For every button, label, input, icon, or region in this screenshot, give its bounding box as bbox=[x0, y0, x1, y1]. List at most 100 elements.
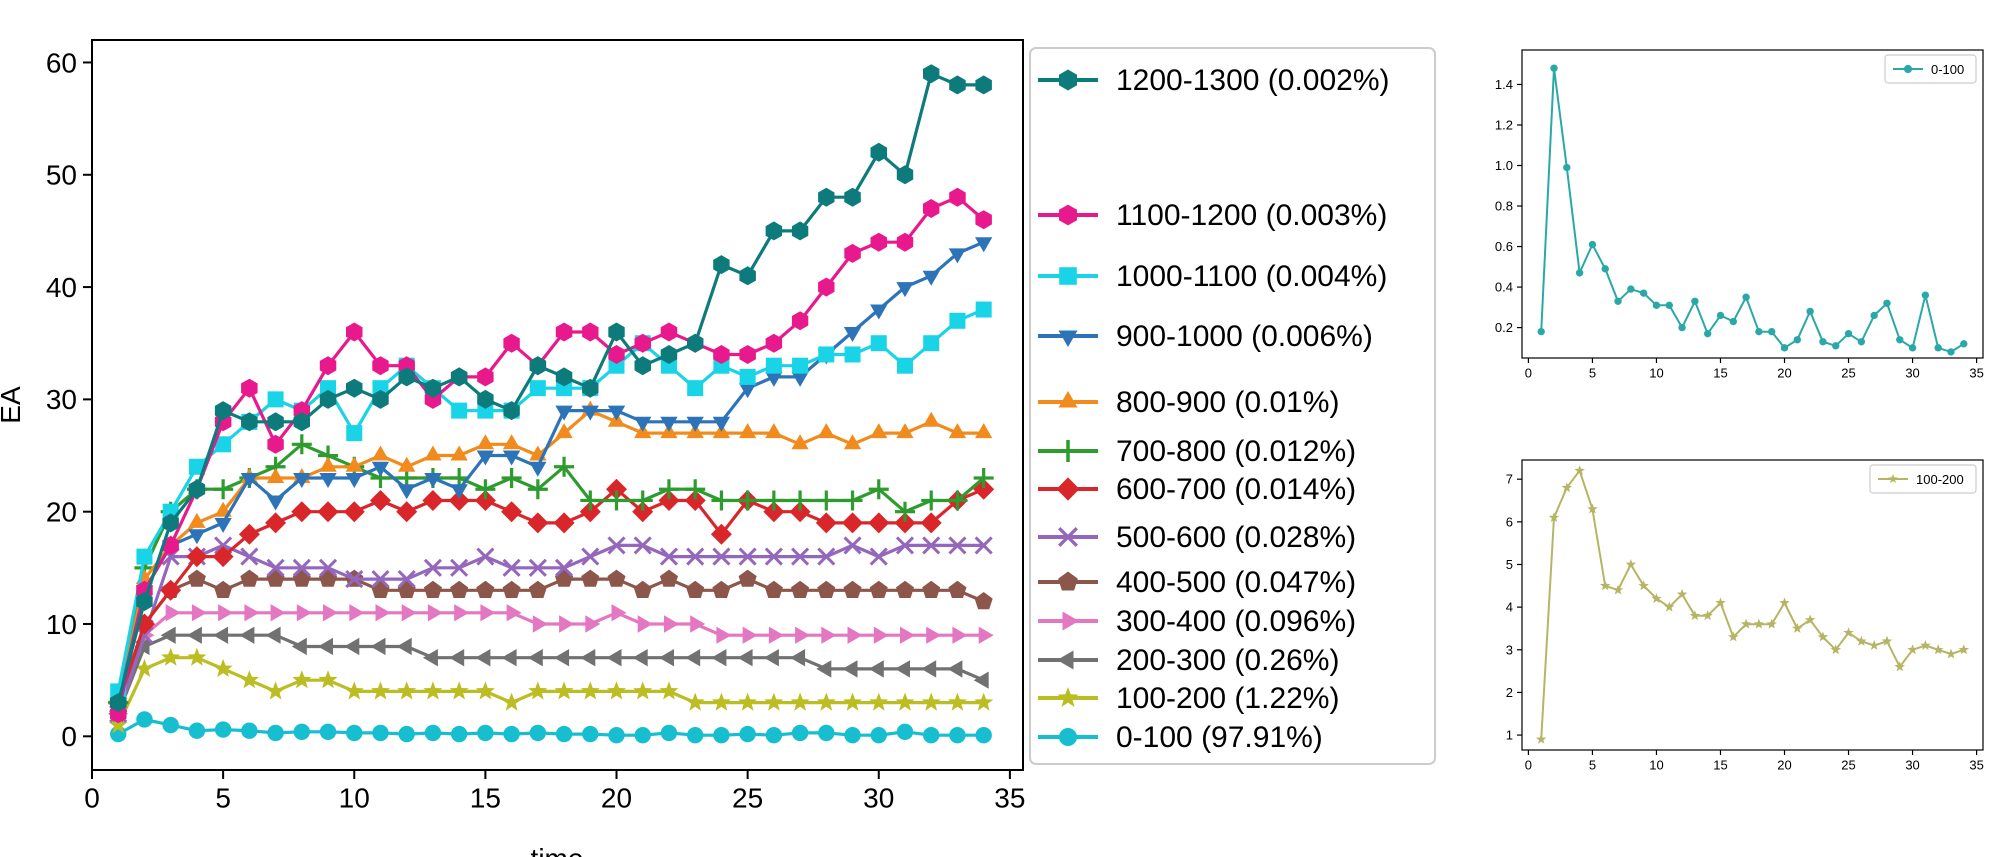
legend-item-500-600-0-028: 500-600 (0.028%) bbox=[1038, 521, 1356, 554]
legend-label: 500-600 (0.028%) bbox=[1116, 521, 1356, 554]
main-data-point bbox=[975, 301, 992, 318]
inset1-x-tick-label: 25 bbox=[1841, 365, 1855, 380]
main-legend: 1200-1300 (0.002%) 1100-1200 (0.003%) 1000… bbox=[1038, 64, 1390, 754]
main-data-point bbox=[477, 724, 494, 742]
main-data-point bbox=[423, 681, 443, 700]
main-data-point bbox=[188, 722, 206, 739]
main-data-point bbox=[241, 722, 258, 739]
main-data-point bbox=[554, 558, 574, 577]
legend-label: 700-800 (0.012%) bbox=[1116, 435, 1356, 468]
main-data-point bbox=[474, 490, 496, 511]
main-data-point bbox=[949, 187, 966, 207]
main-data-point bbox=[475, 479, 496, 500]
main-data-point bbox=[580, 490, 601, 511]
main-y-tick-label: 30 bbox=[46, 384, 77, 415]
main-data-point bbox=[214, 401, 232, 421]
main-data-point bbox=[529, 724, 547, 742]
legend-label: 100-200 (1.22%) bbox=[1116, 682, 1339, 715]
main-data-point bbox=[476, 450, 494, 466]
main-data-point bbox=[765, 726, 783, 744]
main-data-point bbox=[319, 389, 337, 409]
main-data-point bbox=[949, 75, 966, 95]
inset2-series bbox=[1536, 465, 1969, 744]
main-data-point bbox=[480, 604, 496, 622]
main-series-line bbox=[116, 543, 984, 715]
main-data-point bbox=[502, 450, 521, 466]
main-data-point bbox=[608, 726, 625, 744]
main-data-point bbox=[870, 304, 888, 320]
main-x-tick-label: 10 bbox=[339, 782, 370, 813]
main-data-point bbox=[923, 64, 940, 84]
main-data-point bbox=[213, 658, 233, 677]
main-data-point bbox=[973, 468, 994, 488]
main-data-point bbox=[372, 724, 389, 742]
main-y-tick-label: 50 bbox=[46, 160, 77, 191]
inset1-data-point bbox=[1729, 317, 1737, 326]
main-series-line bbox=[116, 577, 985, 715]
main-data-point bbox=[582, 725, 599, 743]
inset1-data-point bbox=[1614, 297, 1622, 305]
main-data-point bbox=[795, 626, 811, 644]
main-data-point bbox=[502, 692, 522, 711]
main-data-point bbox=[160, 626, 176, 644]
main-data-point bbox=[791, 311, 809, 331]
inset1-data-point bbox=[1819, 338, 1827, 346]
main-data-point bbox=[716, 626, 732, 644]
main-data-point bbox=[580, 681, 600, 700]
main-data-point bbox=[710, 523, 732, 545]
main-data-point bbox=[764, 580, 783, 598]
main-data-point bbox=[816, 660, 832, 678]
main-data-point bbox=[632, 649, 648, 667]
main-data-point bbox=[555, 405, 573, 421]
legend-item-0-100-97-91: 0-100 (97.91%) bbox=[1038, 721, 1323, 754]
main-data-point bbox=[238, 523, 260, 545]
inset2-data-point bbox=[1676, 588, 1688, 599]
main-data-point bbox=[555, 423, 573, 439]
main-data-point bbox=[686, 416, 704, 432]
main-data-point bbox=[293, 412, 310, 432]
main-data-point bbox=[791, 434, 809, 450]
main-data-point bbox=[265, 512, 287, 534]
legend-label: 400-500 (0.047%) bbox=[1116, 566, 1356, 599]
main-data-point bbox=[450, 367, 468, 387]
main-data-point bbox=[218, 604, 234, 622]
main-data-point bbox=[870, 726, 887, 744]
main-data-point bbox=[554, 456, 575, 477]
legend-marker bbox=[1057, 650, 1074, 670]
main-data-point bbox=[582, 378, 599, 398]
main-data-point bbox=[923, 335, 940, 352]
main-y-ticks: 0 10 20 30 40 50 60 bbox=[46, 47, 92, 752]
main-data-point bbox=[581, 405, 599, 421]
main-data-point bbox=[291, 434, 312, 455]
main-data-point bbox=[214, 517, 232, 533]
main-data-point bbox=[711, 649, 727, 667]
main-series-line bbox=[116, 611, 984, 715]
main-data-point bbox=[554, 649, 570, 667]
inset1-data-point bbox=[1870, 311, 1878, 320]
inset-legend-marker bbox=[1888, 474, 1898, 483]
main-data-point bbox=[765, 371, 783, 387]
main-data-point bbox=[186, 546, 208, 568]
main-data-point bbox=[949, 726, 966, 744]
main-data-point bbox=[240, 569, 259, 587]
main-data-point bbox=[581, 569, 600, 587]
main-data-point bbox=[188, 512, 206, 528]
main-series-line bbox=[116, 409, 984, 703]
inset2-data-point bbox=[1856, 635, 1867, 646]
main-data-point bbox=[843, 434, 862, 450]
main-data-point bbox=[947, 692, 967, 711]
main-data-point bbox=[974, 692, 994, 711]
main-data-point bbox=[818, 187, 835, 207]
main-data-point bbox=[477, 367, 494, 387]
inset2-data-point bbox=[1651, 593, 1662, 604]
inset2-data-point bbox=[1612, 584, 1624, 595]
main-data-point bbox=[843, 692, 862, 711]
main-data-point bbox=[450, 445, 468, 461]
main-data-point bbox=[398, 456, 416, 472]
main-data-point bbox=[450, 725, 468, 743]
main-data-point bbox=[188, 479, 206, 499]
inset1-data-point bbox=[1627, 285, 1635, 293]
main-data-point bbox=[266, 681, 286, 700]
inset1-data-point bbox=[1665, 301, 1673, 310]
